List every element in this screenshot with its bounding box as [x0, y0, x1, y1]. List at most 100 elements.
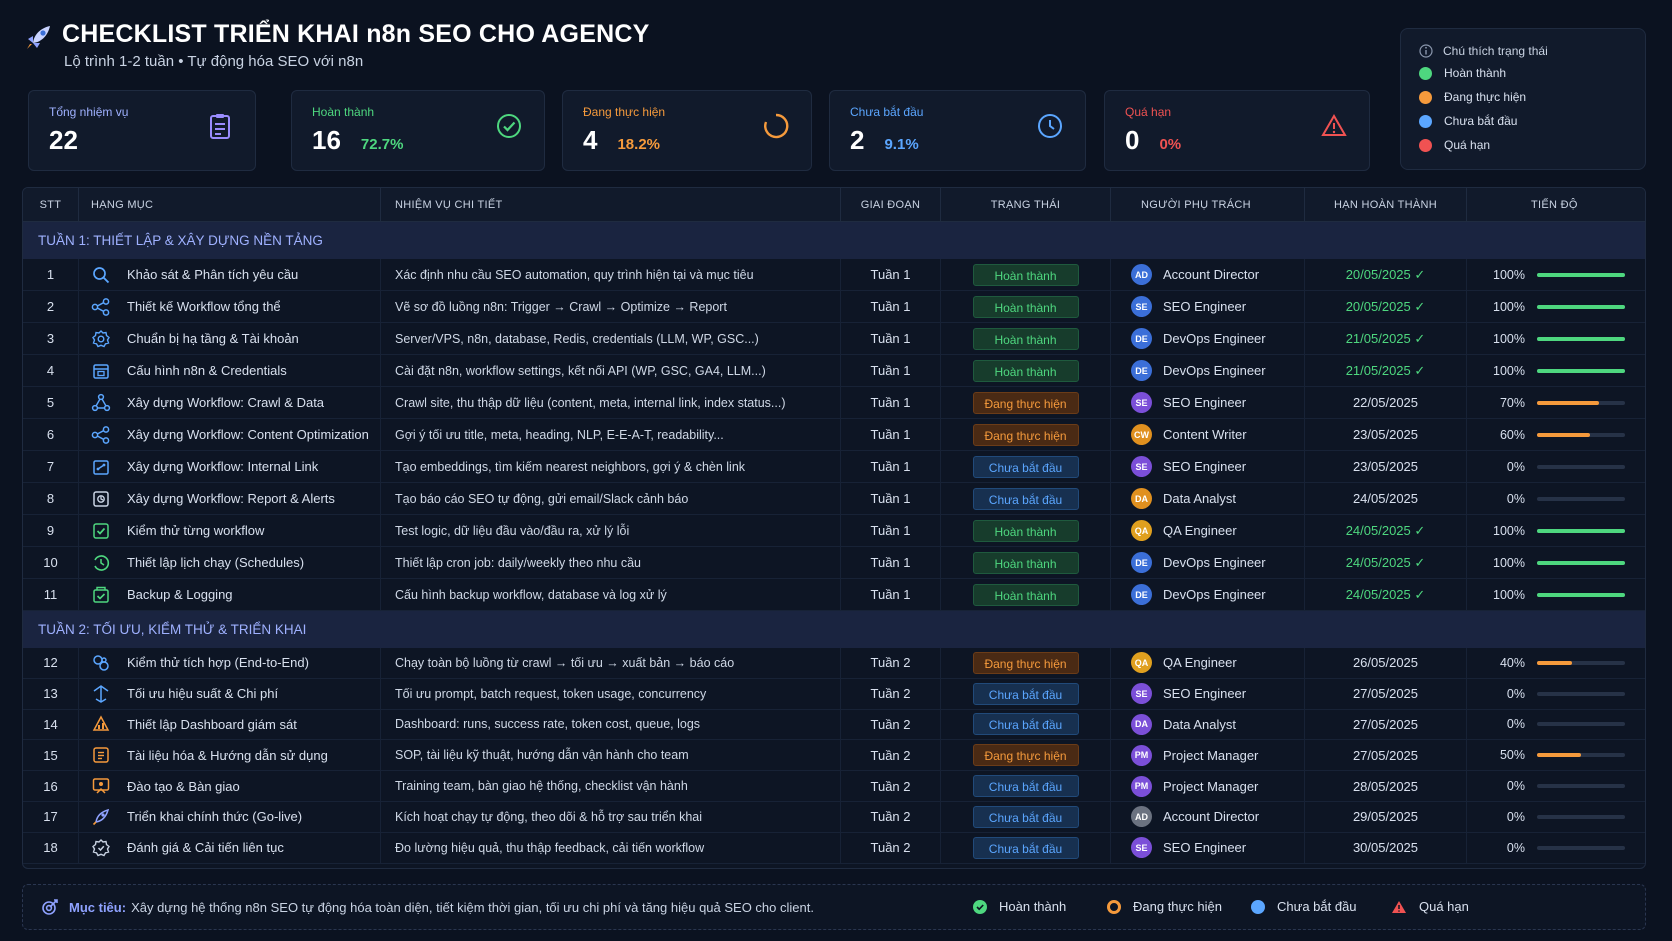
- column-header[interactable]: TRẠNG THÁI: [941, 188, 1111, 221]
- table-row[interactable]: 8 Xây dựng Workflow: Report & Alerts Tạo b…: [23, 483, 1645, 515]
- task-phase: Tuần 2: [841, 709, 941, 740]
- task-phase: Tuần 2: [841, 771, 941, 801]
- progress-value: 0%: [1506, 840, 1525, 855]
- status-badge[interactable]: Hoàn thành: [972, 583, 1079, 606]
- task-name: Thiết kế Workflow tổng thể: [127, 299, 281, 314]
- status-badge[interactable]: Chưa bắt đầu: [972, 487, 1079, 510]
- task-name: Đánh giá & Cải tiến liên tục: [127, 840, 284, 856]
- table-row[interactable]: 18 Đánh giá & Cải tiến liên tục Đo lường h…: [23, 832, 1645, 864]
- table-row[interactable]: 6 Xây dựng Workflow: Content Optimization…: [23, 419, 1645, 451]
- card-value: 2: [850, 125, 865, 155]
- owner-name: DevOps Engineer: [1163, 555, 1266, 570]
- status-cell: Hoàn thành: [941, 515, 1111, 546]
- column-header[interactable]: NGƯỜI PHỤ TRÁCH: [1111, 188, 1305, 221]
- avatar: AD: [1131, 264, 1152, 285]
- footer-legend-overdue: Quá hạn: [1391, 899, 1469, 914]
- progress-value: 100%: [1493, 363, 1525, 378]
- task-phase: Tuần 2: [841, 678, 941, 709]
- page-header: CHECKLIST TRIỂN KHAI n8n SEO CHO AGENCY …: [24, 18, 784, 78]
- status-badge[interactable]: Chưa bắt đầu: [972, 713, 1079, 736]
- progress-bar: [1537, 272, 1625, 277]
- table-row[interactable]: 3 Chuẩn bị hạ tầng & Tài khoản Server/VPS,…: [23, 323, 1645, 355]
- status-badge[interactable]: Chưa bắt đầu: [972, 836, 1079, 859]
- summary-cards: Tổng nhiệm vụ 22 Hoàn thành 16 72.7% Đang…: [28, 90, 1370, 172]
- integration-icon: [93, 655, 109, 671]
- status-badge[interactable]: Hoàn thành: [972, 519, 1079, 542]
- task-detail: Thiết lập cron job: daily/weekly theo nh…: [381, 547, 841, 578]
- owner-name: SEO Engineer: [1163, 459, 1247, 474]
- task-category: Chuẩn bị hạ tầng & Tài khoản: [79, 323, 381, 354]
- task-phase: Tuần 1: [841, 515, 941, 546]
- owner-cell: SE SEO Engineer: [1111, 678, 1305, 709]
- status-badge[interactable]: Đang thực hiện: [972, 651, 1079, 674]
- table-row[interactable]: 10 Thiết lập lịch chạy (Schedules) Thiết l…: [23, 547, 1645, 579]
- status-badge[interactable]: Chưa bắt đầu: [972, 805, 1079, 828]
- task-category: Xây dựng Workflow: Internal Link: [79, 451, 381, 482]
- task-phase: Tuần 1: [841, 323, 941, 354]
- column-header[interactable]: HẠN HOÀN THÀNH: [1305, 188, 1467, 221]
- link-icon: [93, 459, 109, 475]
- status-badge[interactable]: Hoàn thành: [972, 327, 1079, 350]
- table-row[interactable]: 13 Tối ưu hiệu suất & Chi phí Tối ưu promp…: [23, 678, 1645, 710]
- status-badge[interactable]: Chưa bắt đầu: [972, 682, 1079, 705]
- column-header[interactable]: STT: [23, 188, 79, 221]
- progress-value: 100%: [1493, 523, 1525, 538]
- column-header[interactable]: NHIỆM VỤ CHI TIẾT: [381, 188, 841, 221]
- owner-cell: SE SEO Engineer: [1111, 387, 1305, 418]
- status-badge[interactable]: Hoàn thành: [972, 295, 1079, 318]
- progress-value: 50%: [1499, 748, 1525, 763]
- target-icon: [42, 899, 58, 915]
- schedule-icon: [94, 554, 110, 571]
- search-icon: [93, 266, 110, 283]
- table-row[interactable]: 12 Kiểm thử tích hợp (End-to-End) Chạy toà…: [23, 648, 1645, 679]
- status-badge[interactable]: Hoàn thành: [972, 551, 1079, 574]
- avatar: QA: [1131, 652, 1152, 674]
- progress-bar: [1537, 400, 1625, 405]
- table-row[interactable]: 17 Triển khai chính thức (Go-live) Kích ho…: [23, 801, 1645, 833]
- status-badge[interactable]: Đang thực hiện: [972, 423, 1079, 446]
- status-badge[interactable]: Chưa bắt đầu: [972, 455, 1079, 478]
- owner-name: SEO Engineer: [1163, 395, 1247, 410]
- status-badge[interactable]: Hoàn thành: [972, 263, 1079, 286]
- status-cell: Hoàn thành: [941, 579, 1111, 610]
- avatar: DE: [1131, 360, 1152, 381]
- table-row[interactable]: 4 Cấu hình n8n & Credentials Cài đặt n8n, …: [23, 355, 1645, 387]
- legend-dot-overdue-icon: [1419, 138, 1432, 152]
- task-category: Thiết kế Workflow tổng thể: [79, 291, 381, 322]
- status-badge[interactable]: Hoàn thành: [972, 359, 1079, 382]
- goal-text: Xây dựng hệ thống n8n SEO tự động hóa to…: [131, 899, 814, 915]
- table-row[interactable]: 7 Xây dựng Workflow: Internal Link Tạo emb…: [23, 451, 1645, 483]
- status-cell: Hoàn thành: [941, 323, 1111, 354]
- table-row[interactable]: 11 Backup & Logging Cấu hình backup workfl…: [23, 579, 1645, 611]
- column-header[interactable]: GIAI ĐOẠN: [841, 188, 941, 221]
- legend-item-progress: Đang thực hiện: [1419, 85, 1627, 109]
- status-cell: Chưa bắt đầu: [941, 678, 1111, 709]
- table-row[interactable]: 16 Đào tạo & Bàn giao Training team, bàn g…: [23, 771, 1645, 802]
- goal-footer: Mục tiêu: Xây dựng hệ thống n8n SEO tự đ…: [22, 884, 1646, 930]
- avatar: SE: [1131, 296, 1152, 317]
- due-date: 21/05/2025 ✓: [1305, 355, 1467, 386]
- task-phase: Tuần 1: [841, 419, 941, 450]
- task-detail: Crawl site, thu thập dữ liệu (content, m…: [381, 387, 841, 418]
- column-header[interactable]: HẠNG MỤC: [79, 188, 381, 221]
- due-date: 23/05/2025: [1305, 451, 1467, 482]
- task-category: Tối ưu hiệu suất & Chi phí: [79, 678, 381, 709]
- table-row[interactable]: 15 Tài liệu hóa & Hướng dẫn sử dụng SOP, t…: [23, 740, 1645, 772]
- calendar-icon: [93, 363, 109, 379]
- column-header[interactable]: TIẾN ĐỘ: [1531, 198, 1578, 211]
- status-badge[interactable]: Chưa bắt đầu: [972, 775, 1079, 798]
- row-number: 8: [23, 483, 79, 514]
- progress-cell: 0%: [1467, 710, 1645, 740]
- status-badge[interactable]: Đang thực hiện: [972, 391, 1079, 414]
- table-row[interactable]: 2 Thiết kế Workflow tổng thể Vẽ sơ đồ luồn…: [23, 291, 1645, 323]
- table-row[interactable]: 9 Kiểm thử từng workflow Test logic, dữ li…: [23, 515, 1645, 547]
- table-row[interactable]: 14 Thiết lập Dashboard giám sát Dashboard:…: [23, 709, 1645, 741]
- share-nodes-icon: [91, 425, 110, 444]
- task-category: Xây dựng Workflow: Crawl & Data: [79, 387, 381, 418]
- table-row[interactable]: 5 Xây dựng Workflow: Crawl & Data Crawl si…: [23, 387, 1645, 419]
- task-detail: Training team, bàn giao hệ thống, checkl…: [381, 771, 841, 801]
- status-badge[interactable]: Đang thực hiện: [972, 744, 1079, 767]
- table-row[interactable]: 1 Khảo sát & Phân tích yêu cầu Xác định nh…: [23, 259, 1645, 291]
- avatar: PM: [1131, 775, 1152, 797]
- avatar: SE: [1131, 392, 1152, 413]
